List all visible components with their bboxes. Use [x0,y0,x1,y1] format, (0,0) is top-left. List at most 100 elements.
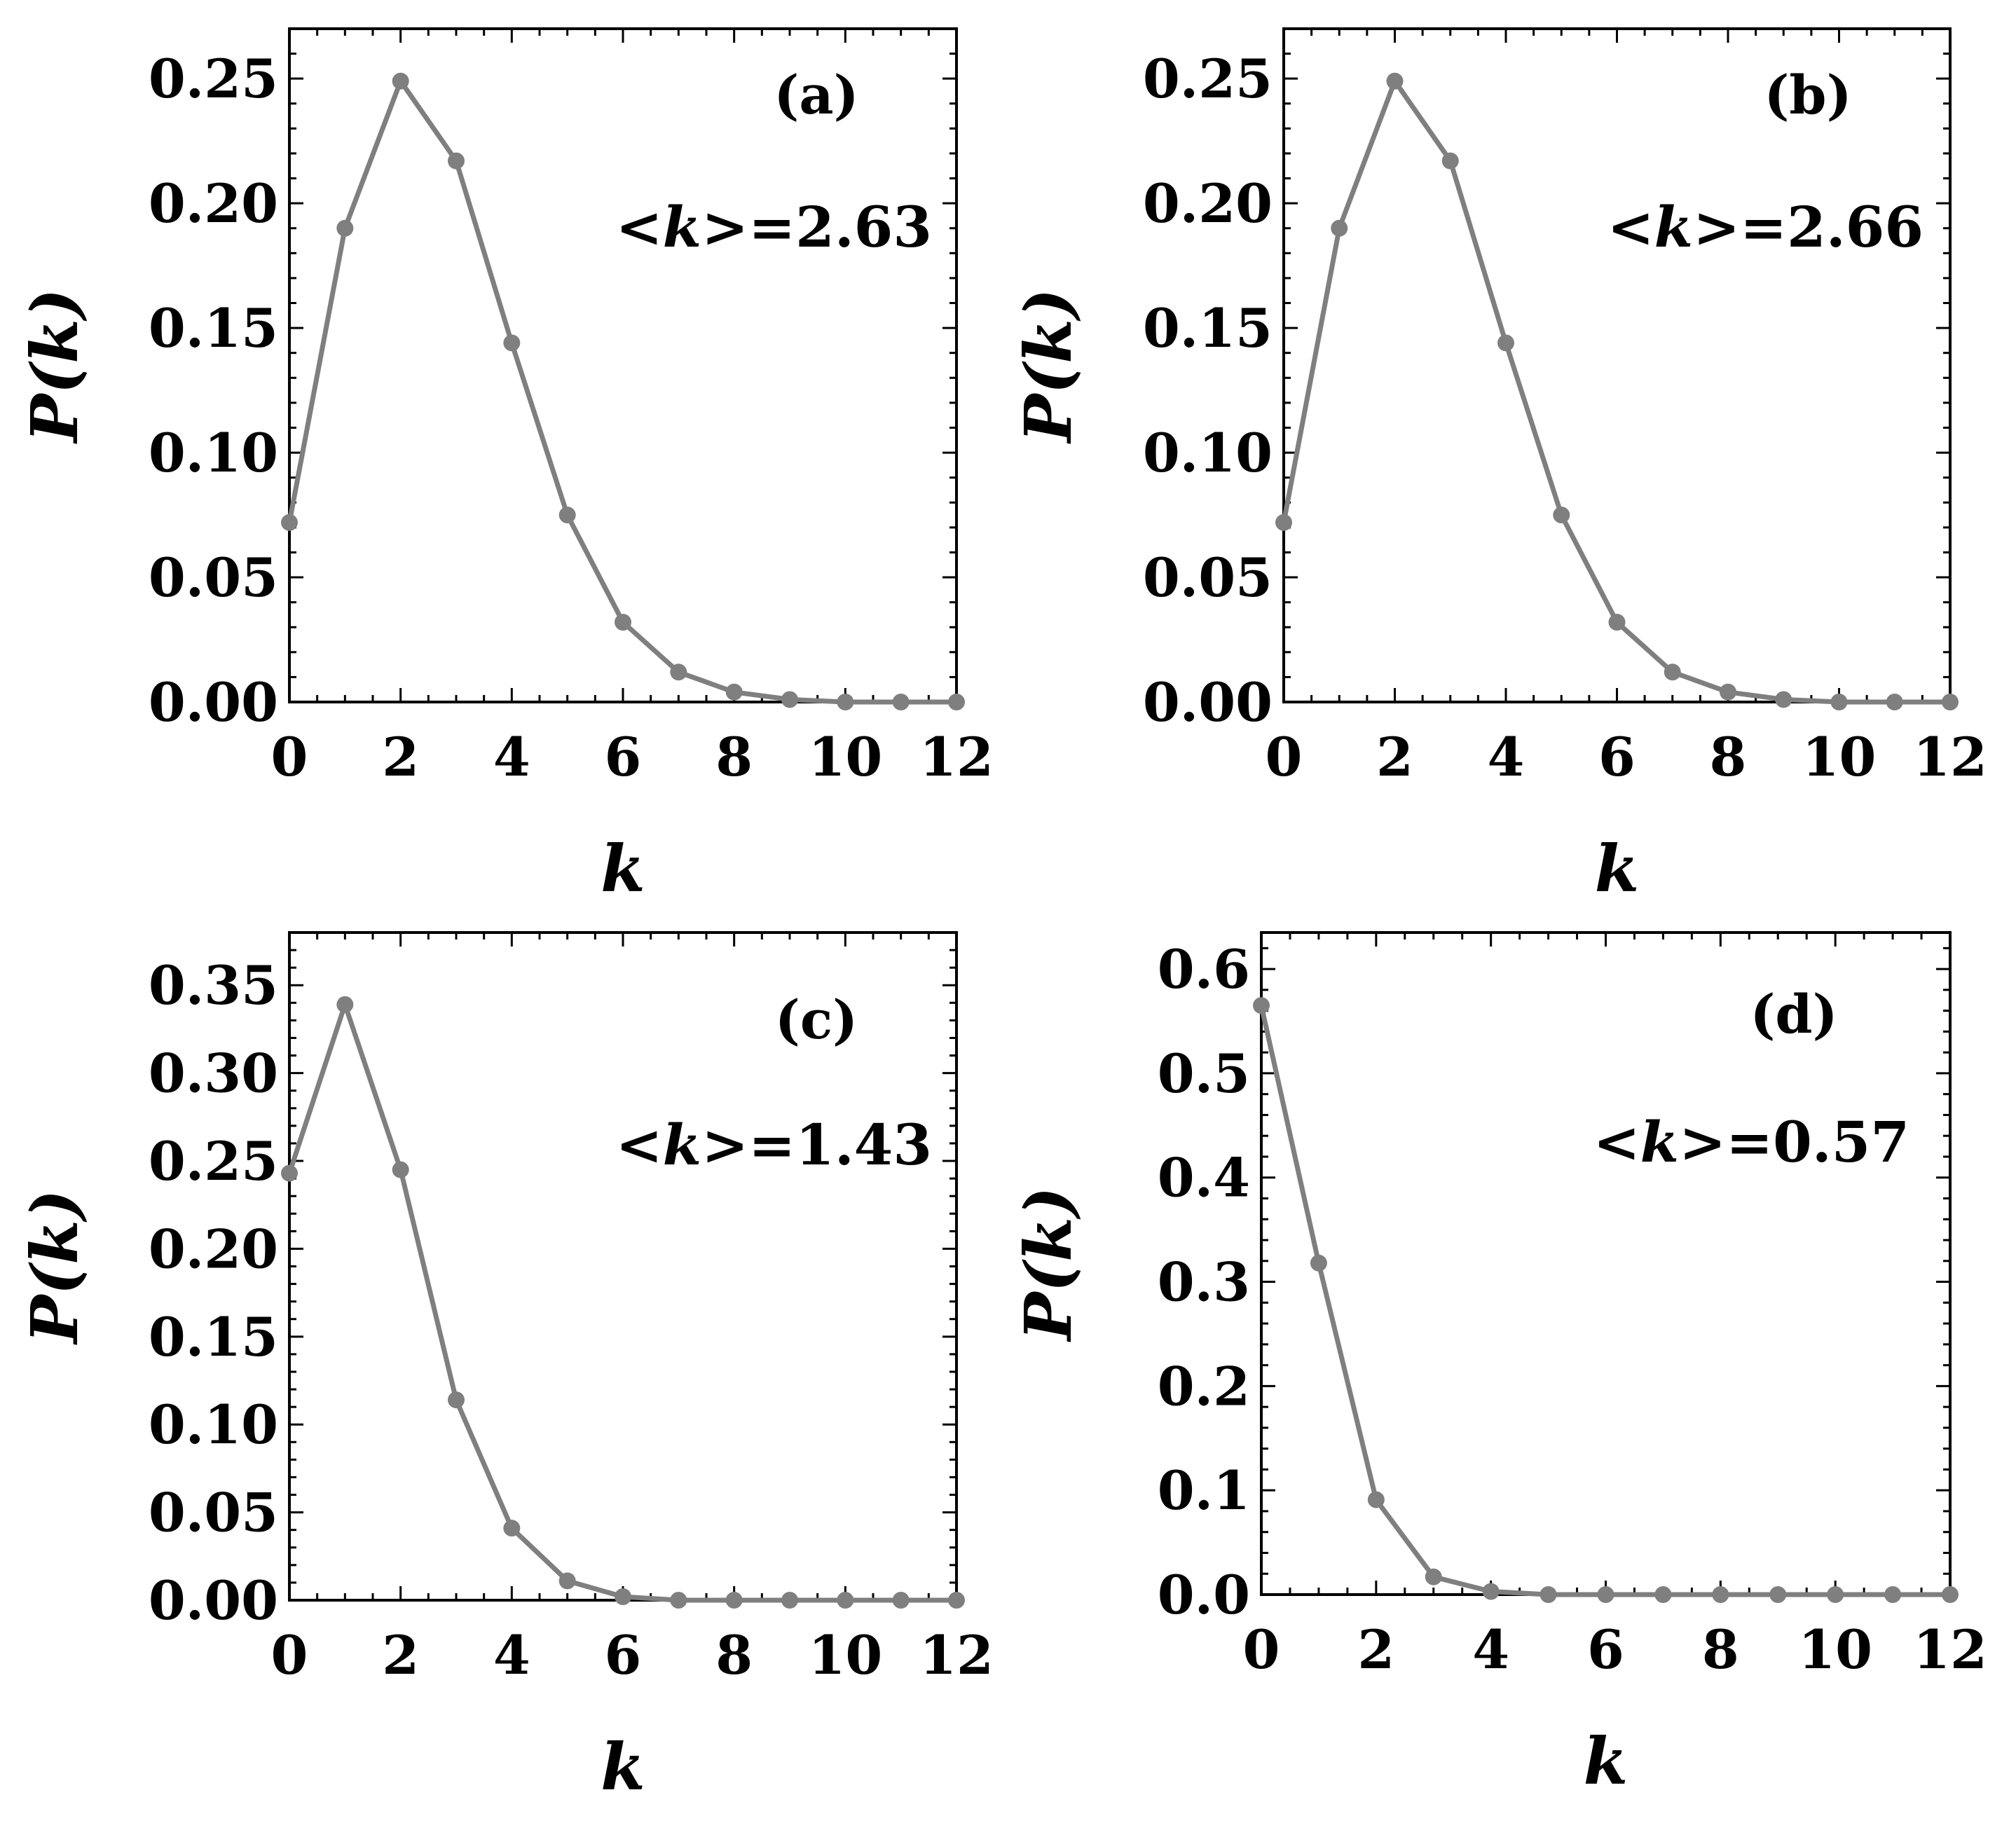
y-axis-label: P(k) [17,289,92,445]
panel-tag: (a) [774,64,858,126]
y-tick-label: 0.3 [1158,1251,1250,1314]
data-point [1331,219,1348,237]
x-tick-label: 6 [605,726,642,788]
y-tick-label: 0.15 [149,297,278,359]
y-tick-label: 0.10 [149,422,278,484]
data-point [1482,1583,1500,1600]
data-point [670,663,687,681]
x-tick-label: 2 [1357,1618,1394,1681]
mean-degree-label: <k>=2.66 [1607,194,1924,260]
panel-a: 0 2 4 6 8 10 12 0.00 0.05 0.10 0.15 0.20 0.25 k P(k) (a… [17,27,994,907]
data-point [1425,1568,1442,1585]
data-point [1775,691,1792,708]
data-point [1386,72,1404,90]
data-point [892,694,910,710]
x-tick-label: 0 [1266,726,1303,788]
data-point [336,219,354,237]
data-point [1310,1254,1327,1272]
y-tick-label: 0.25 [149,1130,278,1192]
data-point [948,1592,965,1609]
x-axis-label: k [601,1729,645,1805]
mean-degree-label: <k>=1.43 [616,1112,932,1178]
data-point [1720,683,1736,701]
data-point [1886,694,1903,710]
x-axis-label: k [601,831,645,907]
data-point [615,614,631,631]
x-tick-label: 4 [493,726,530,788]
y-tick-label: 0.10 [149,1394,278,1456]
x-tick-label: 2 [382,726,419,788]
y-tick-label: 0.2 [1158,1355,1250,1417]
data-point [281,514,298,531]
plot-frame [288,27,958,703]
series-line [1259,1005,1950,1597]
data-point [837,694,854,710]
y-tick-label: 0.20 [149,172,278,235]
x-axis-label: k [1584,1724,1628,1799]
data-point [1553,507,1570,524]
data-point [892,1592,910,1609]
panel-b: 0 2 4 6 8 10 12 0.00 0.05 0.10 0.15 0.20 0.25 k P(k) (b… [1010,27,1987,907]
data-point [1253,997,1270,1014]
series-line [287,1002,956,1603]
y-tick-label: 0.10 [1143,422,1273,484]
x-tick-label: 2 [382,1624,419,1686]
data-point [1830,694,1848,710]
data-point [1942,1586,1959,1603]
x-tick-label: 12 [919,726,994,788]
data-point [1664,663,1681,681]
plot-frame [1282,27,1952,703]
panel-d: 0 2 4 6 8 10 12 0.0 0.1 0.2 0.3 0.4 0.5 0.6 k P(k) (d) <k… [1010,931,1987,1799]
data-point [1540,1586,1557,1603]
data-point [725,683,743,701]
series-line [1281,78,1950,705]
y-tick-label: 0.00 [149,1569,278,1632]
data-point [1884,1586,1902,1603]
y-tick-label: 0.05 [149,1482,278,1544]
y-tick-label: 0.4 [1158,1147,1250,1209]
x-tick-label: 10 [808,1624,882,1686]
x-tick-label: 10 [1802,726,1877,788]
mean-degree-label: <k>=2.63 [616,194,932,260]
x-tick-label: 6 [1598,726,1636,788]
y-tick-label: 0.6 [1158,938,1250,1000]
data-point [1497,334,1514,352]
x-tick-label: 4 [1472,1618,1509,1681]
data-point [1827,1586,1844,1603]
panel-tag: (c) [775,989,858,1051]
data-point [392,1161,409,1178]
x-tick-label: 12 [1913,726,1987,788]
y-tick-label: 0.35 [149,954,278,1017]
data-point [615,1588,631,1605]
data-point [1769,1586,1787,1603]
x-tick-label: 10 [808,726,882,788]
data-point [1597,1586,1614,1603]
data-point [503,334,521,352]
y-axis-label: P(k) [1010,1187,1086,1343]
x-tick-label: 8 [1710,726,1747,788]
y-tick-label: 0.05 [149,546,278,609]
x-tick-label: 4 [1488,726,1525,788]
y-axis-label: P(k) [1010,289,1086,445]
panel-tag: (d) [1750,983,1837,1045]
data-point [781,1592,798,1609]
data-point [670,1592,687,1609]
data-point [1654,1586,1672,1603]
data-point [558,507,576,524]
y-tick-label: 0.1 [1158,1459,1250,1522]
panel-tag: (b) [1764,64,1851,126]
data-point [448,152,465,170]
data-point [1942,694,1959,710]
y-tick-label: 0.0 [1158,1564,1250,1626]
y-tick-label: 0.00 [1143,671,1273,734]
data-point [448,1391,465,1409]
y-tick-label: 0.30 [149,1043,278,1105]
x-axis-label: k [1595,831,1640,907]
y-tick-label: 0.00 [149,671,278,734]
y-tick-label: 0.15 [1143,297,1273,359]
x-tick-label: 8 [715,1624,753,1686]
mean-degree-label: <k>=0.57 [1593,1109,1909,1175]
x-tick-label: 0 [1243,1618,1280,1681]
data-point [336,996,354,1013]
